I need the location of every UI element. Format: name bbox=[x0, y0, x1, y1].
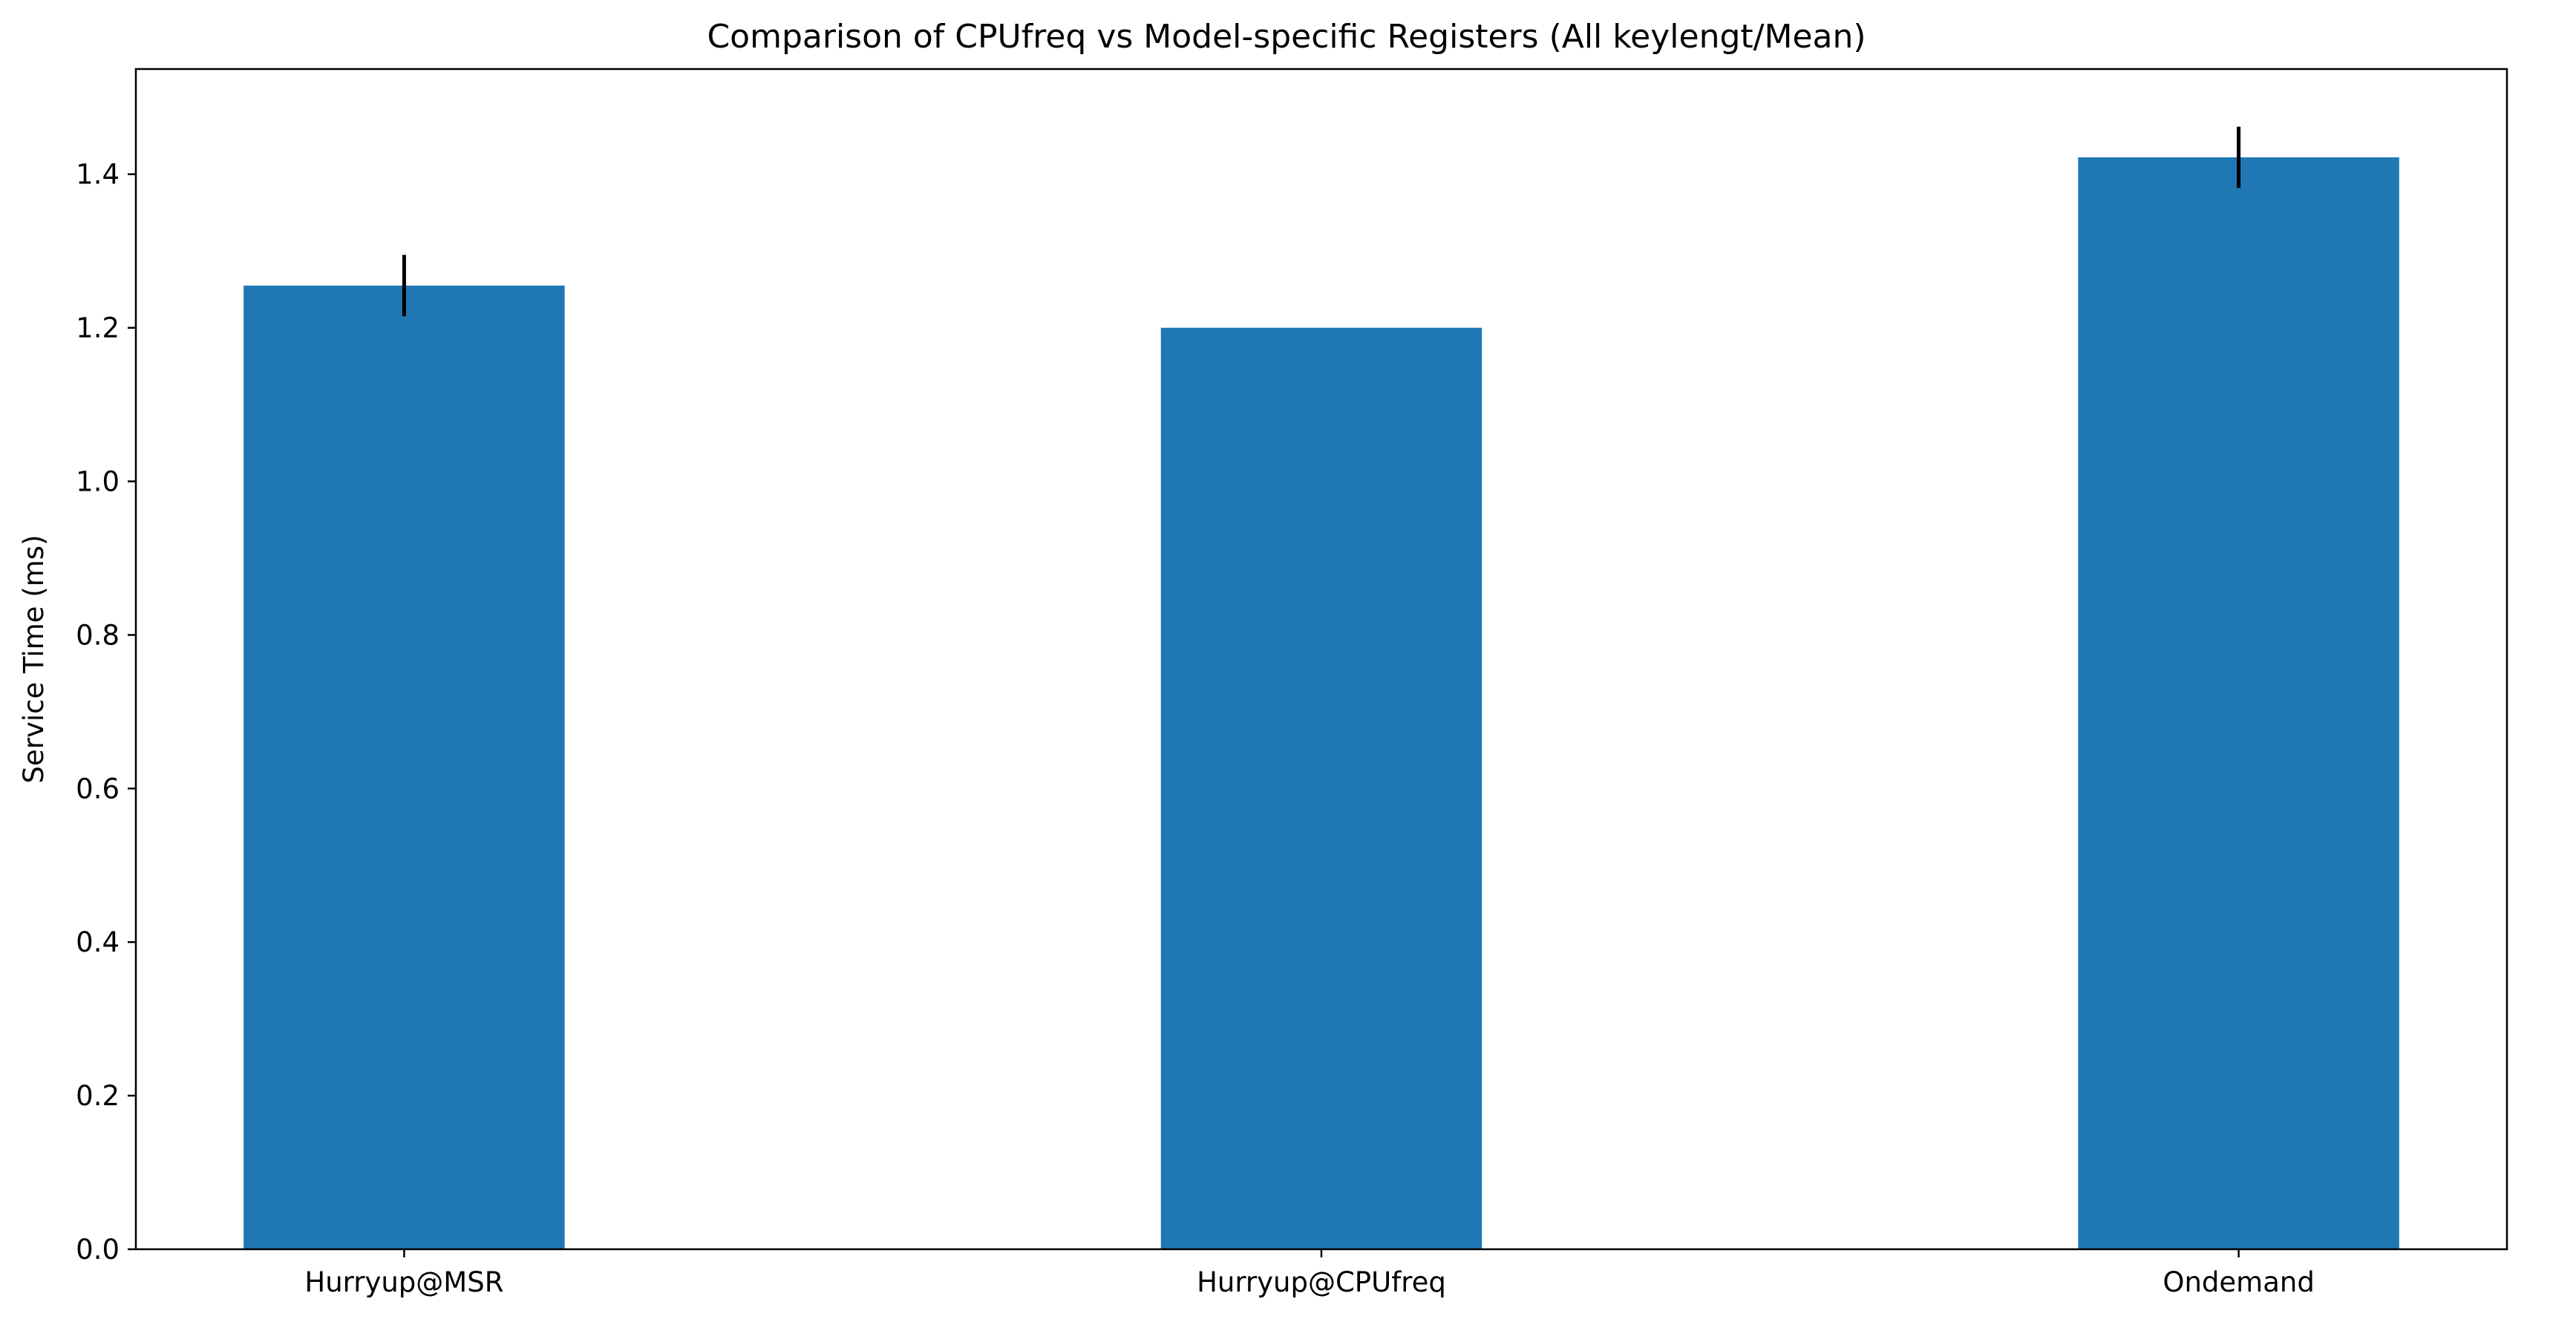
y-tick-label: 0.6 bbox=[76, 773, 120, 805]
bar bbox=[1160, 327, 1482, 1249]
y-tick-label: 0.0 bbox=[76, 1234, 120, 1266]
y-axis: 0.0 0.2 0.4 0.6 0.8 1.0 1.2 1.4 bbox=[76, 159, 136, 1266]
y-axis-label: Service Time (ms) bbox=[18, 534, 50, 783]
x-tick-label: Hurryup@MSR bbox=[304, 1266, 503, 1298]
error-bars-layer bbox=[402, 126, 2241, 317]
x-tick-label: Hurryup@CPUfreq bbox=[1197, 1266, 1446, 1298]
y-tick-label: 1.4 bbox=[76, 159, 120, 191]
x-tick-label: Ondemand bbox=[2163, 1266, 2314, 1298]
y-tick-label: 0.4 bbox=[76, 926, 120, 958]
y-tick-label: 0.8 bbox=[76, 619, 120, 651]
x-axis: Hurryup@MSR Hurryup@CPUfreq Ondemand bbox=[304, 1249, 2315, 1298]
bar bbox=[243, 285, 565, 1250]
bar bbox=[2078, 157, 2399, 1249]
y-tick-label: 1.0 bbox=[76, 466, 120, 498]
y-tick-label: 1.2 bbox=[76, 312, 120, 344]
y-tick-label: 0.2 bbox=[76, 1080, 120, 1112]
chart-title: Comparison of CPUfreq vs Model-specific … bbox=[707, 18, 1866, 56]
bars-layer bbox=[243, 157, 2399, 1250]
